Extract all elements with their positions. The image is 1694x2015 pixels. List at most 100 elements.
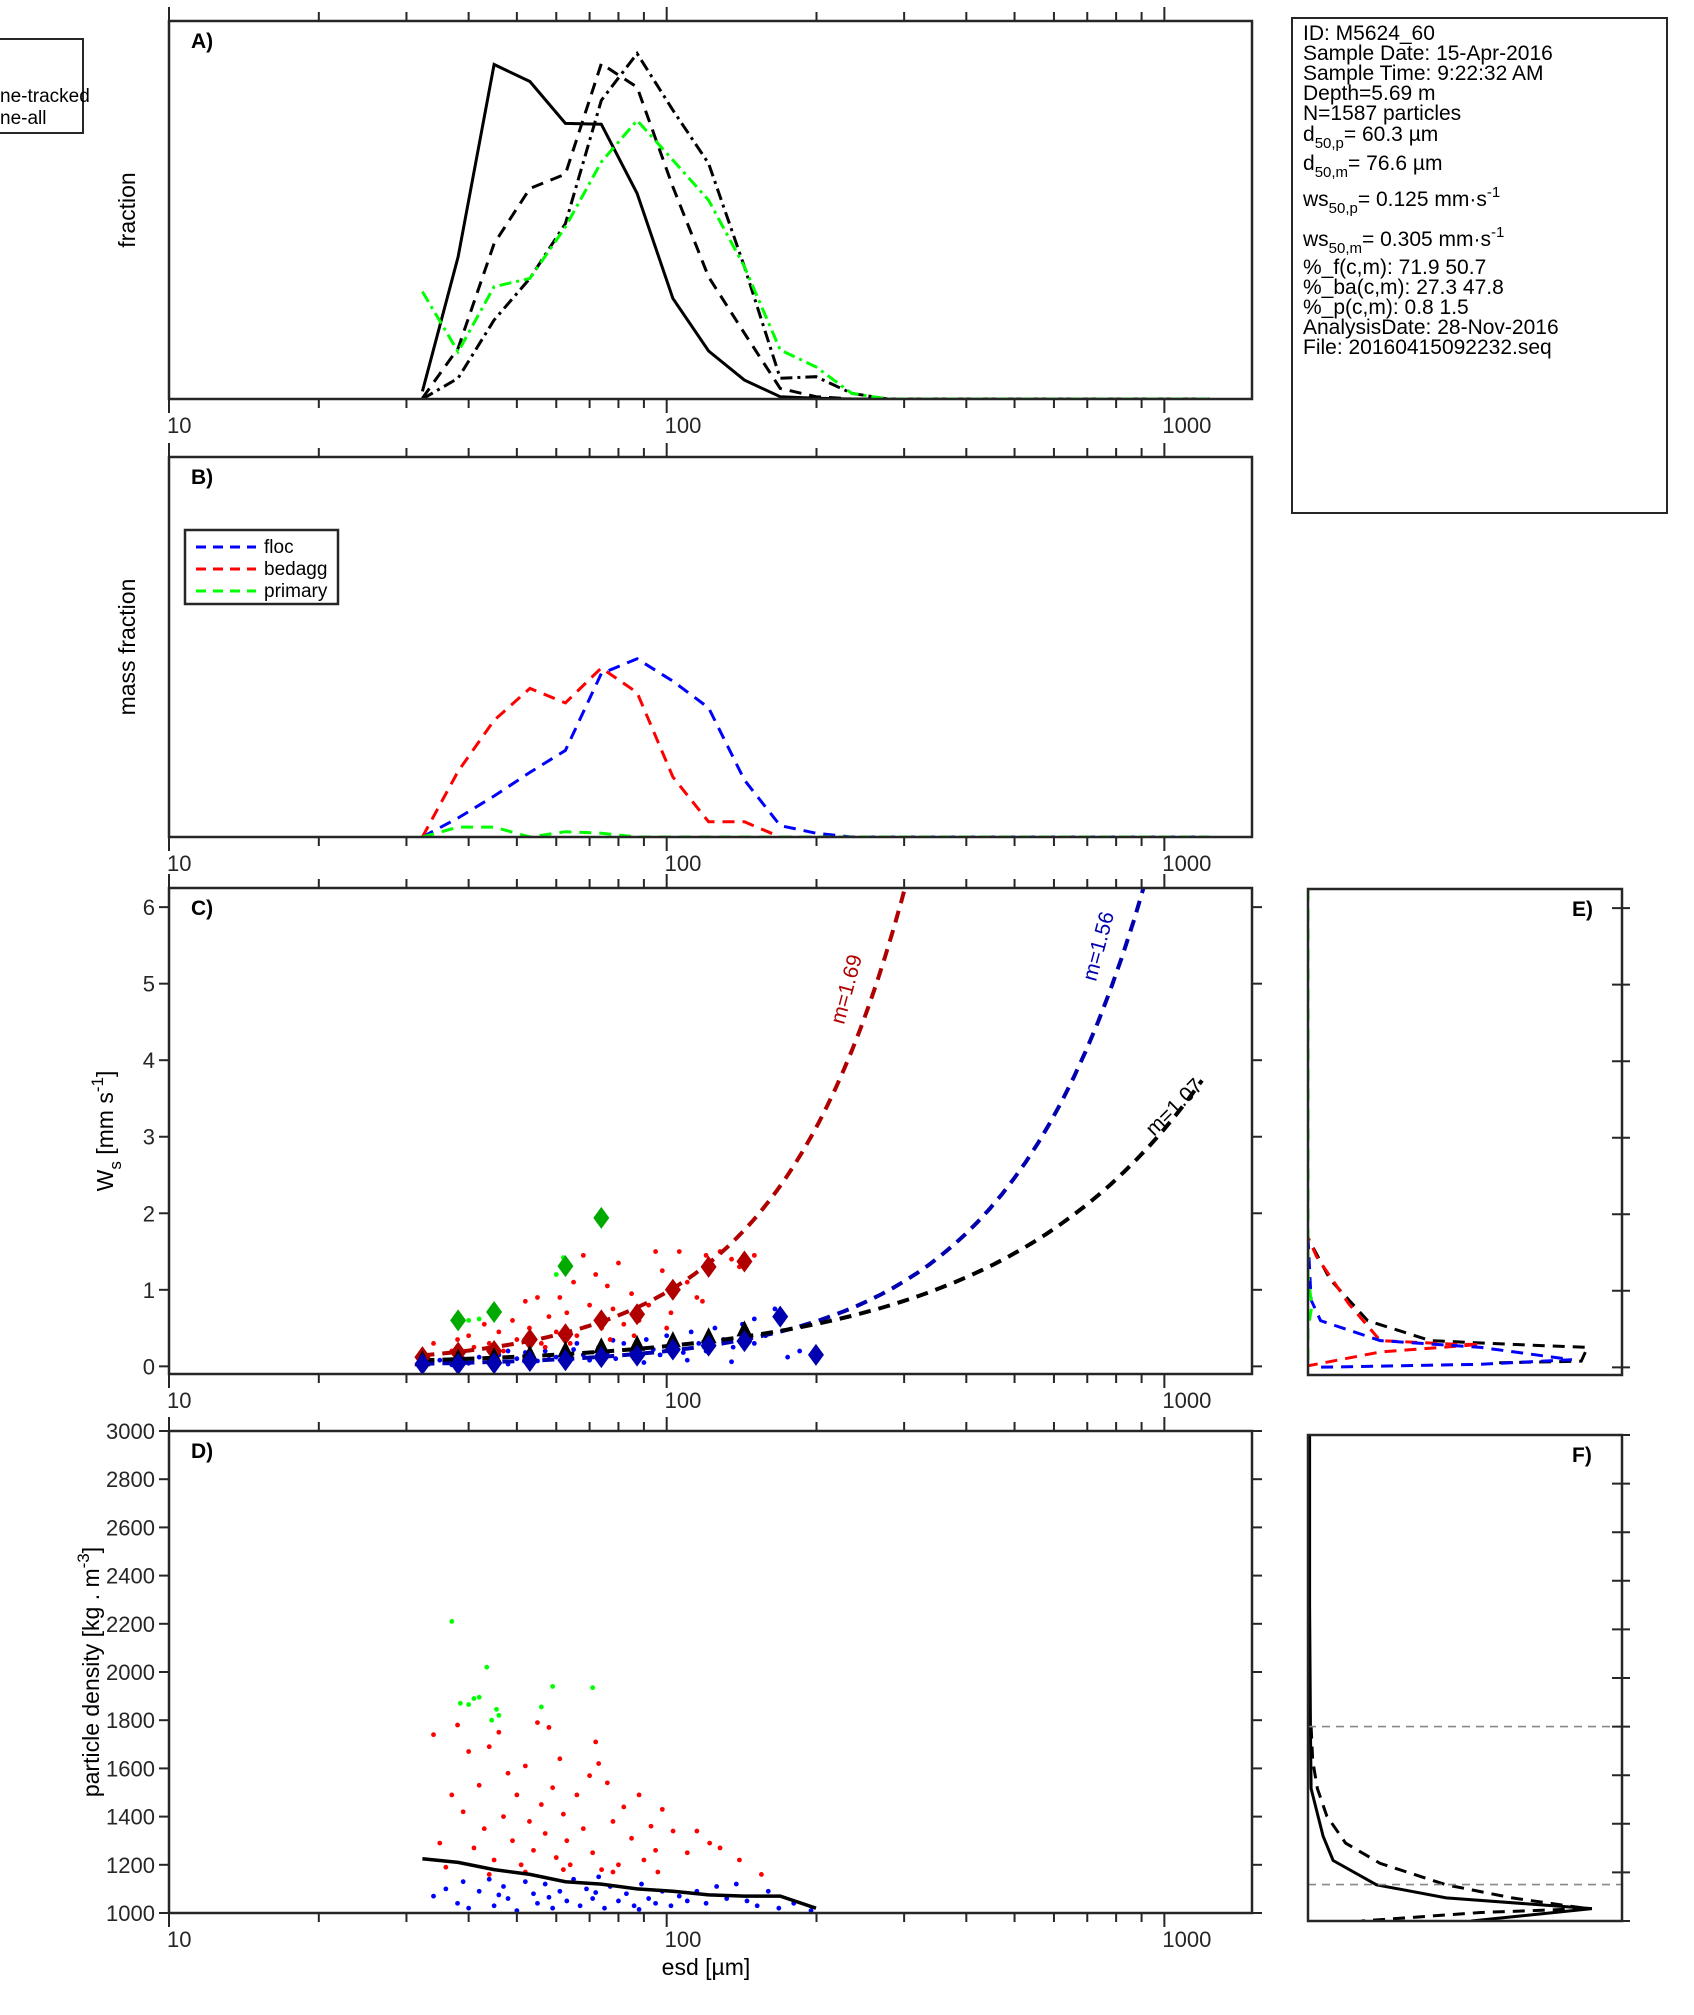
bedagg-point [664,1325,670,1331]
axes-frame [167,886,1254,1376]
floc-point [584,1886,589,1892]
primary-point [553,1272,559,1277]
bedagg-point [455,1722,460,1728]
bedagg-point [607,1337,613,1342]
bedagg-point [694,1828,700,1834]
info-line-text: d [1303,123,1315,146]
floc-point [557,1888,563,1894]
bedagg-point [560,1811,566,1817]
y-label-main: W [92,1169,118,1191]
floc-mean-marker [772,1305,789,1328]
info-line-superscript: -1 [1487,184,1500,201]
x-tick-label: 1000 [1162,1388,1211,1413]
info-line: File: 20160415092232.seq [1303,336,1552,359]
bedagg-point [481,1826,487,1832]
bedagg-point [449,1792,455,1798]
info-line: AnalysisDate: 28-Nov-2016 [1303,316,1559,339]
legend-label-primary: primary [264,581,328,602]
info-line: ws50,m= 0.305 mm·s-1 [1302,224,1504,257]
primary-point [489,1717,495,1723]
primary-point [476,1316,482,1322]
floc-point [476,1354,482,1360]
floc-point [684,1898,690,1904]
plot-area [1308,1435,1622,1921]
bedagg-point [684,1850,690,1856]
x-tick-label: 1000 [1162,1927,1211,1952]
partial-legend-item: ne-tracked [0,86,90,107]
bedagg-point [535,1720,540,1726]
floc-point [466,1905,472,1911]
bedagg-point [751,1252,757,1258]
info-line-value: = 0.125 mm·s [1358,188,1487,211]
bedagg-mean-marker [629,1303,646,1326]
bedagg-point [431,1732,436,1738]
floc-point [577,1903,583,1909]
panel-e: E) [1306,887,1630,1377]
series-line-0 [1308,1435,1593,1921]
panel-label: A) [191,30,213,53]
x-tick-label: 100 [665,851,702,876]
info-line-text: Sample Time: 9:22:32 AM [1303,62,1543,85]
y-tick-label: 2800 [106,1467,155,1492]
floc-mean-marker [664,1338,681,1361]
info-line-value: = 76.6 µm [1348,152,1442,175]
panel-d: 10 100 1000 1000 1200 1400 1600 1800 2000 2200 240… [74,1417,1262,1980]
bedagg-point [653,1847,658,1853]
floc-mean-marker [414,1353,431,1374]
bedagg-point [717,1845,723,1851]
series-line-bedagg [421,665,1210,837]
floc-point [431,1893,436,1899]
floc-point [772,1306,778,1312]
info-line: Depth=5.69 m [1303,82,1436,105]
bedagg-point [593,1739,599,1745]
primary-point [476,1694,482,1700]
info-line-text: Sample Date: 15-Apr-2016 [1303,42,1553,65]
series-line-1 [1309,1726,1588,1921]
bedagg-point [542,1831,548,1836]
bedagg-point [542,1344,548,1350]
plot-area [169,457,1252,837]
bedagg-point [505,1770,511,1776]
y-tick-label: 1000 [106,1901,155,1926]
info-line-subscript: 50,p [1315,135,1344,152]
floc-point [616,1898,621,1904]
info-line-text: d [1303,152,1315,175]
bedagg-point [641,1857,647,1863]
bedagg-mean-marker [593,1309,610,1332]
series-line-1 [1308,889,1481,1368]
info-line-text: ws [1302,188,1329,211]
bedagg-point [737,1857,742,1863]
floc-point [712,1325,718,1331]
info-line-subscript: 50,m [1329,240,1362,257]
x-tick-label: 1000 [1162,851,1211,876]
floc-point [437,1357,443,1363]
info-line: %_f(c,m): 71.9 50.7 [1303,256,1486,279]
series-line-2 [421,50,1210,399]
x-tick-label: 1000 [1162,413,1211,438]
axes-frame [167,455,1254,839]
bedagg-point [636,1792,642,1798]
x-tick-label: 10 [167,1388,191,1413]
bedagg-mean-marker [521,1328,538,1351]
bedagg-point [610,1819,616,1824]
info-line-text: File: 20160415092232.seq [1303,336,1552,359]
bedagg-point [501,1348,506,1354]
floc-point [443,1886,449,1892]
bedagg-point [593,1272,599,1277]
bedagg-point [610,1869,616,1875]
bedagg-point [443,1864,449,1870]
bedagg-point [610,1306,616,1312]
floc-point [460,1879,466,1885]
bedagg-point [460,1809,466,1815]
y-tick-label: 1 [143,1278,155,1303]
floc-point [553,1354,559,1360]
y-label-end: ] [92,1071,118,1077]
plot-content [1308,889,1590,1369]
all-mean-marker [629,1334,646,1351]
floc-point [785,1354,791,1360]
primary-point [484,1664,490,1670]
info-line: ws50,p= 0.125 mm·s-1 [1302,184,1500,217]
floc-point [751,1340,757,1346]
info-line-superscript: -1 [1491,224,1504,241]
x-axis-label: esd [µm] [662,1954,751,1980]
